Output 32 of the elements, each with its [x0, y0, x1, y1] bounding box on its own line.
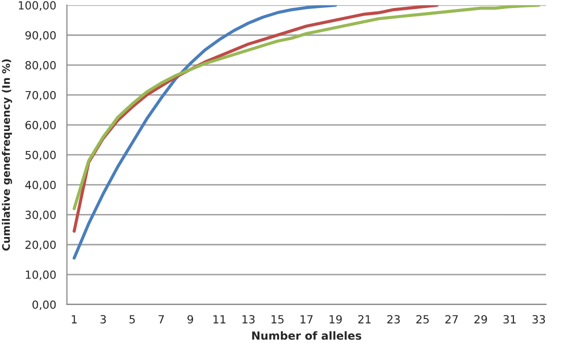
x-tick-label: 21 [358, 315, 371, 324]
y-tick-label: 20,00 [25, 240, 56, 250]
x-tick-label: 15 [272, 315, 284, 324]
x-tick-label: 23 [387, 315, 400, 324]
x-tick-label: 17 [300, 315, 313, 324]
x-tick-label: 19 [330, 315, 342, 324]
x-tick-label: 11 [214, 315, 226, 324]
x-tick-label: 33 [532, 315, 545, 324]
y-tick-label: 30,00 [26, 210, 56, 220]
line-series [72, 5, 540, 210]
x-axis-title: Number of alleles [252, 331, 362, 340]
y-axis-title: Cumilative genefrequency (In %) [2, 59, 12, 251]
x-tick-label: 31 [504, 315, 516, 324]
y-tick-label: 90,00 [25, 31, 56, 41]
x-tick-label: 25 [416, 315, 429, 324]
x-tick-label: 5 [130, 315, 135, 324]
y-tick-label: 80,00 [25, 61, 56, 71]
x-tick-label: 3 [100, 315, 106, 324]
y-tick-label: 0,00 [32, 300, 56, 310]
y-tick-label: 40,00 [25, 180, 56, 190]
x-tick-label: 29 [474, 315, 487, 324]
y-tick-label: 60,00 [25, 120, 56, 130]
y-tick-label: 50,00 [26, 150, 56, 160]
x-tick-label: 7 [158, 315, 164, 324]
x-tick-label: 1 [72, 315, 77, 324]
y-tick-label: 100,00 [18, 1, 56, 11]
x-tick-label: 27 [445, 315, 458, 324]
x-tick-label: 13 [242, 315, 255, 324]
x-tick-label: 9 [187, 315, 194, 324]
y-tick-label: 70,00 [26, 90, 56, 100]
y-tick-label: 10,00 [26, 270, 56, 280]
line-series [72, 5, 338, 260]
